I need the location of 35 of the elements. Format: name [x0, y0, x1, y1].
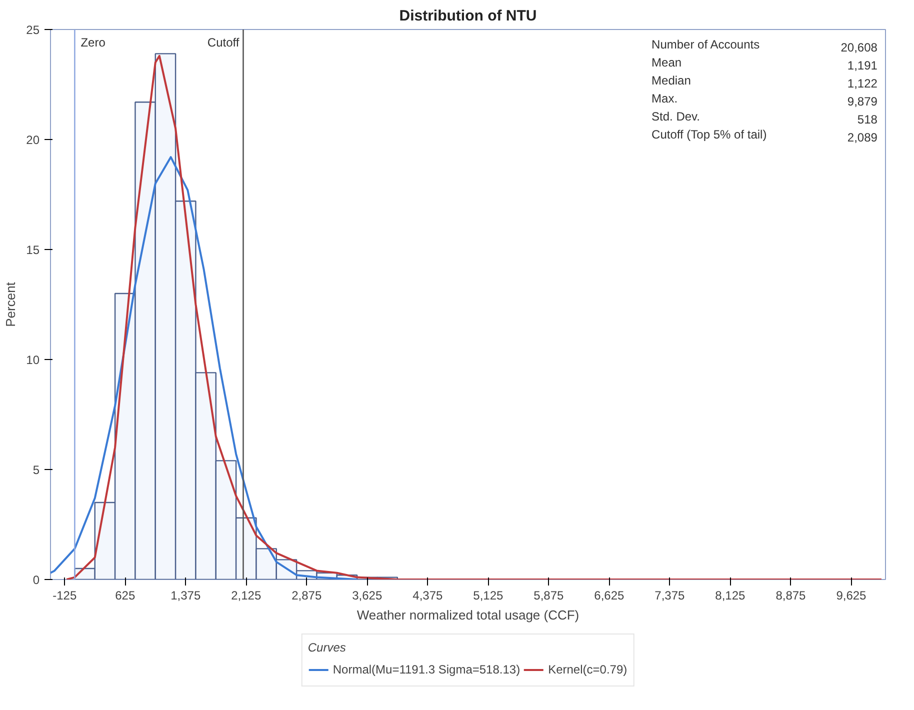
x-tick-label: 6,625 [594, 588, 625, 602]
x-tick-label: 4,375 [412, 588, 444, 602]
x-tick-label: 9,625 [836, 588, 867, 602]
x-tick-label: 625 [115, 588, 136, 602]
text: Number of Accounts 20,608 [652, 38, 878, 54]
text: Max. 9,879 [652, 92, 878, 108]
text: Cutoff (Top 5% of tail) 2,089 [652, 128, 878, 144]
x-tick-label: 7,375 [654, 588, 686, 602]
y-tick-label: 25 [26, 23, 40, 37]
y-tick-label: 15 [26, 243, 40, 257]
x-axis-title: Weather normalized total usage (CCF) [356, 608, 580, 622]
text: Std. Dev. 518 [652, 110, 878, 126]
legend-label: Kernel(c=0.79) [548, 662, 628, 676]
ref-line-label: Cutoff [207, 36, 240, 50]
x-tick-label: 5,875 [534, 588, 564, 602]
legend-title: Curves [308, 640, 347, 654]
x-tick-label: 5,125 [473, 588, 504, 602]
ref-line-label: Zero [80, 36, 106, 50]
x-tick-label: 1,375 [170, 588, 201, 602]
x-tick-label: 8,875 [776, 588, 806, 602]
x-tick-label: 3,625 [352, 588, 382, 602]
text: Median 1,122 [652, 74, 878, 90]
y-tick-label: 5 [32, 463, 40, 477]
x-tick-label: 8,125 [715, 588, 746, 602]
line-series [66, 54, 882, 580]
legend-label: Normal(Mu=1191.3 Sigma=518.13) [332, 662, 520, 676]
chart-title: Distribution of NTU [399, 8, 537, 24]
y-axis-title: Percent [3, 282, 18, 327]
y-tick-label: 0 [32, 573, 40, 587]
y-tick-label: 20 [26, 133, 40, 147]
x-tick-label: -125 [52, 588, 77, 602]
x-tick-label: 2,875 [292, 588, 322, 602]
x-tick-label: 2,125 [231, 588, 262, 602]
y-tick-label: 10 [26, 353, 40, 367]
text: Mean 1,191 [652, 56, 878, 72]
